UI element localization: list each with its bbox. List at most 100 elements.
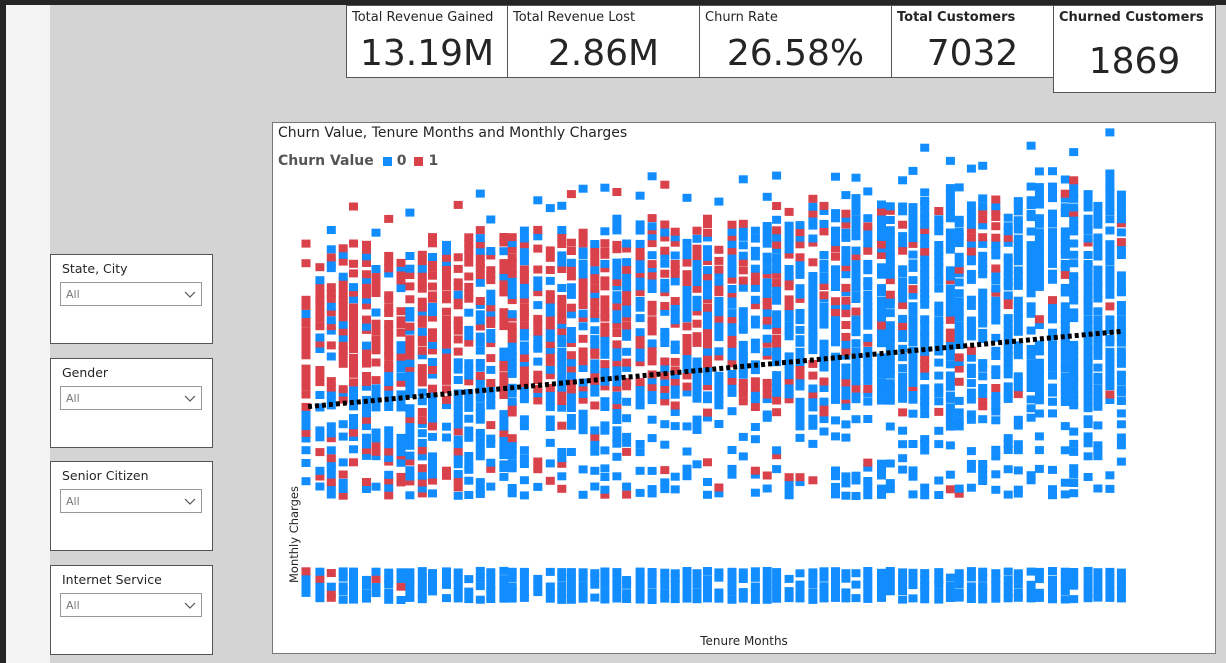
data-point-churn-0 bbox=[486, 401, 496, 410]
kpi-card-revenue-lost[interactable]: Total Revenue Lost 2.86M bbox=[507, 5, 700, 78]
data-point-churn-0 bbox=[863, 232, 873, 241]
data-point-churn-0 bbox=[750, 582, 760, 591]
data-point-churn-0 bbox=[1048, 259, 1057, 268]
data-point-churn-0 bbox=[1093, 452, 1103, 461]
data-point-churn-0 bbox=[727, 260, 737, 268]
data-point-churn-0 bbox=[1048, 595, 1057, 604]
data-point-churn-0 bbox=[499, 582, 509, 590]
data-point-churn-1 bbox=[590, 432, 600, 441]
scatter-chart-panel[interactable]: Churn Value, Tenure Months and Monthly C… bbox=[272, 122, 1216, 654]
data-point-churn-0 bbox=[920, 372, 930, 380]
data-point-churn-0 bbox=[1105, 202, 1115, 211]
data-point-churn-0 bbox=[877, 484, 886, 493]
data-point-churn-1 bbox=[703, 214, 712, 223]
data-point-churn-0 bbox=[499, 441, 509, 450]
data-point-churn-0 bbox=[670, 384, 680, 393]
data-point-churn-0 bbox=[934, 276, 944, 285]
data-point-churn-0 bbox=[1093, 589, 1103, 598]
data-point-churn-1 bbox=[533, 457, 543, 466]
data-point-churn-1 bbox=[499, 259, 509, 268]
data-point-churn-1 bbox=[600, 282, 610, 291]
data-point-churn-1 bbox=[533, 314, 543, 323]
data-point-churn-0 bbox=[428, 470, 437, 479]
data-point-churn-1 bbox=[349, 340, 358, 349]
kpi-card-churn-rate[interactable]: Churn Rate 26.58% bbox=[699, 5, 892, 78]
data-point-churn-0 bbox=[612, 575, 622, 583]
data-point-churn-0 bbox=[428, 340, 437, 349]
slicer-dropdown[interactable]: All bbox=[60, 386, 202, 410]
data-point-churn-0 bbox=[795, 335, 805, 344]
data-point-churn-0 bbox=[326, 245, 336, 254]
data-point-churn-0 bbox=[945, 403, 955, 412]
data-point-churn-0 bbox=[566, 371, 576, 380]
data-point-churn-0 bbox=[819, 567, 829, 576]
data-point-churn-1 bbox=[417, 332, 427, 341]
data-point-churn-0 bbox=[682, 285, 692, 293]
data-point-churn-0 bbox=[557, 347, 567, 356]
data-point-churn-0 bbox=[1003, 222, 1013, 231]
data-point-churn-0 bbox=[507, 284, 517, 293]
data-point-churn-1 bbox=[819, 291, 829, 300]
data-point-churn-0 bbox=[966, 388, 976, 397]
data-point-churn-1 bbox=[647, 357, 657, 366]
data-point-churn-0 bbox=[475, 408, 485, 417]
data-point-churn-1 bbox=[499, 238, 509, 247]
data-point-churn-0 bbox=[1116, 271, 1126, 280]
data-point-churn-0 bbox=[1060, 250, 1070, 259]
data-point-churn-1 bbox=[714, 314, 724, 323]
slicer-dropdown[interactable]: All bbox=[60, 593, 202, 617]
data-point-churn-1 bbox=[566, 238, 576, 247]
data-point-churn-0 bbox=[519, 587, 529, 596]
data-point-churn-0 bbox=[945, 409, 955, 418]
kpi-card-revenue-gained[interactable]: Total Revenue Gained 13.19M bbox=[346, 5, 508, 78]
data-point-churn-0 bbox=[519, 454, 529, 463]
data-point-churn-1 bbox=[486, 354, 496, 363]
data-point-churn-0 bbox=[991, 303, 1001, 312]
legend-label-1[interactable]: 1 bbox=[428, 153, 439, 169]
data-point-churn-0 bbox=[808, 595, 818, 604]
data-point-churn-0 bbox=[877, 353, 886, 362]
data-point-churn-0 bbox=[738, 370, 748, 379]
data-point-churn-0 bbox=[612, 391, 622, 400]
data-point-churn-0 bbox=[898, 465, 908, 474]
data-point-churn-0 bbox=[934, 580, 944, 589]
data-point-churn-0 bbox=[772, 594, 782, 603]
data-point-churn-1 bbox=[499, 379, 509, 388]
slicer-dropdown[interactable]: All bbox=[60, 489, 202, 513]
data-point-churn-0 bbox=[612, 214, 622, 223]
data-point-churn-1 bbox=[545, 253, 555, 262]
data-point-churn-0 bbox=[863, 463, 873, 472]
data-point-churn-0 bbox=[738, 232, 748, 241]
data-point-churn-0 bbox=[405, 208, 415, 217]
scatter-plot-area[interactable] bbox=[273, 123, 1215, 653]
data-point-churn-0 bbox=[519, 358, 529, 367]
data-point-churn-0 bbox=[762, 234, 772, 243]
data-point-churn-0 bbox=[1003, 314, 1013, 323]
data-point-churn-0 bbox=[954, 580, 964, 589]
data-point-churn-0 bbox=[566, 310, 576, 319]
data-point-churn-1 bbox=[507, 233, 517, 242]
data-point-churn-1 bbox=[301, 301, 311, 310]
data-point-churn-0 bbox=[519, 476, 529, 485]
data-point-churn-0 bbox=[1116, 397, 1126, 405]
data-point-churn-0 bbox=[831, 567, 840, 576]
data-point-churn-0 bbox=[362, 295, 371, 304]
data-point-churn-0 bbox=[1069, 291, 1079, 299]
data-point-churn-0 bbox=[819, 339, 829, 348]
data-point-churn-0 bbox=[920, 491, 930, 500]
data-point-churn-0 bbox=[1105, 573, 1115, 582]
data-point-churn-0 bbox=[1069, 372, 1079, 381]
data-point-churn-0 bbox=[703, 278, 712, 286]
data-point-churn-0 bbox=[795, 270, 805, 279]
data-point-churn-1 bbox=[338, 291, 348, 300]
kpi-card-total-customers[interactable]: Total Customers 7032 bbox=[891, 5, 1054, 78]
data-point-churn-1 bbox=[795, 473, 805, 482]
data-point-churn-0 bbox=[1013, 207, 1023, 216]
data-point-churn-0 bbox=[1105, 265, 1115, 274]
slicer-dropdown[interactable]: All bbox=[60, 282, 202, 306]
data-point-churn-0 bbox=[908, 302, 918, 311]
kpi-card-churned-customers[interactable]: Churned Customers 1869 bbox=[1053, 5, 1216, 93]
data-point-churn-0 bbox=[1083, 301, 1093, 310]
legend-label-0[interactable]: 0 bbox=[396, 153, 407, 169]
data-point-churn-0 bbox=[519, 460, 529, 468]
